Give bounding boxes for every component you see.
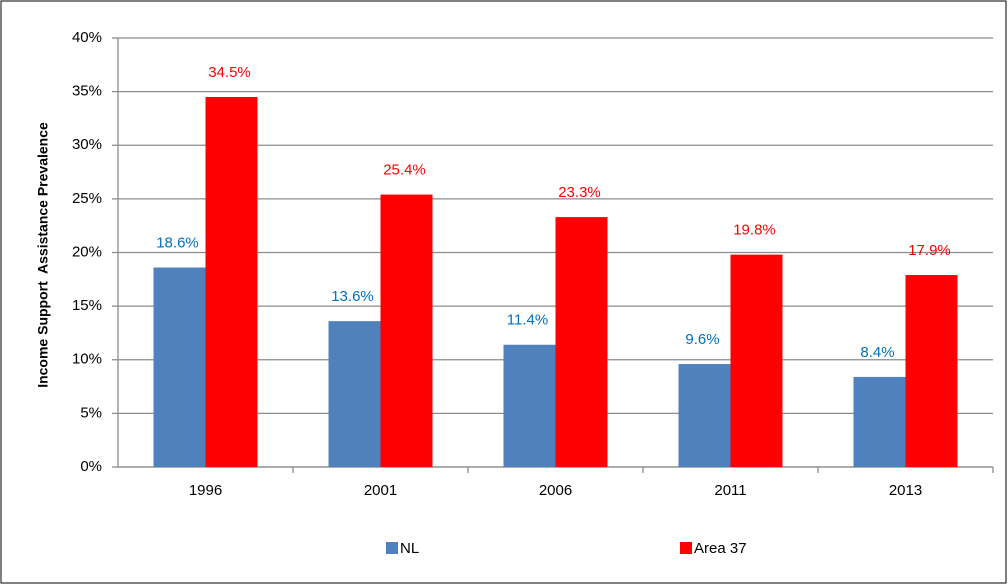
bar: [730, 254, 783, 467]
x-tick-label: 2001: [364, 482, 397, 499]
y-axis-label: Income Support Assistance Prevalence: [35, 122, 51, 388]
bar: [905, 275, 958, 467]
bar: [555, 217, 608, 467]
bar: [853, 376, 906, 467]
y-tick-label: 25%: [72, 190, 102, 207]
value-label: 19.8%: [733, 222, 776, 239]
bar: [328, 321, 381, 467]
x-tick-label: 2013: [889, 482, 922, 499]
value-label: 25.4%: [383, 162, 426, 179]
value-label: 18.6%: [156, 234, 199, 251]
value-label: 8.4%: [860, 344, 894, 361]
legend-swatch: [386, 542, 398, 554]
value-label: 34.5%: [208, 64, 251, 81]
y-tick-label: 40%: [72, 29, 102, 46]
x-tick-label: 2011: [714, 482, 746, 499]
y-tick-label: 15%: [72, 297, 102, 314]
value-label: 17.9%: [908, 242, 951, 259]
x-tick-label: 2006: [539, 482, 572, 499]
legend-label: Area 37: [694, 540, 747, 557]
legend-swatch: [680, 542, 692, 554]
bar: [380, 194, 433, 467]
y-tick-label: 10%: [72, 351, 102, 368]
value-label: 11.4%: [507, 312, 548, 329]
legend-label: NL: [400, 540, 419, 557]
bar: [678, 364, 731, 467]
value-label: 23.3%: [558, 184, 601, 201]
y-tick-label: 35%: [72, 83, 102, 100]
value-label: 9.6%: [685, 331, 719, 348]
y-tick-label: 5%: [80, 404, 102, 421]
y-tick-label: 0%: [80, 458, 102, 475]
bar: [153, 267, 206, 467]
bar: [503, 344, 556, 467]
bar: [205, 96, 258, 468]
x-tick-label: 1996: [189, 482, 222, 499]
y-tick-label: 20%: [72, 243, 102, 260]
value-label: 13.6%: [331, 288, 374, 305]
y-tick-label: 30%: [72, 136, 102, 153]
